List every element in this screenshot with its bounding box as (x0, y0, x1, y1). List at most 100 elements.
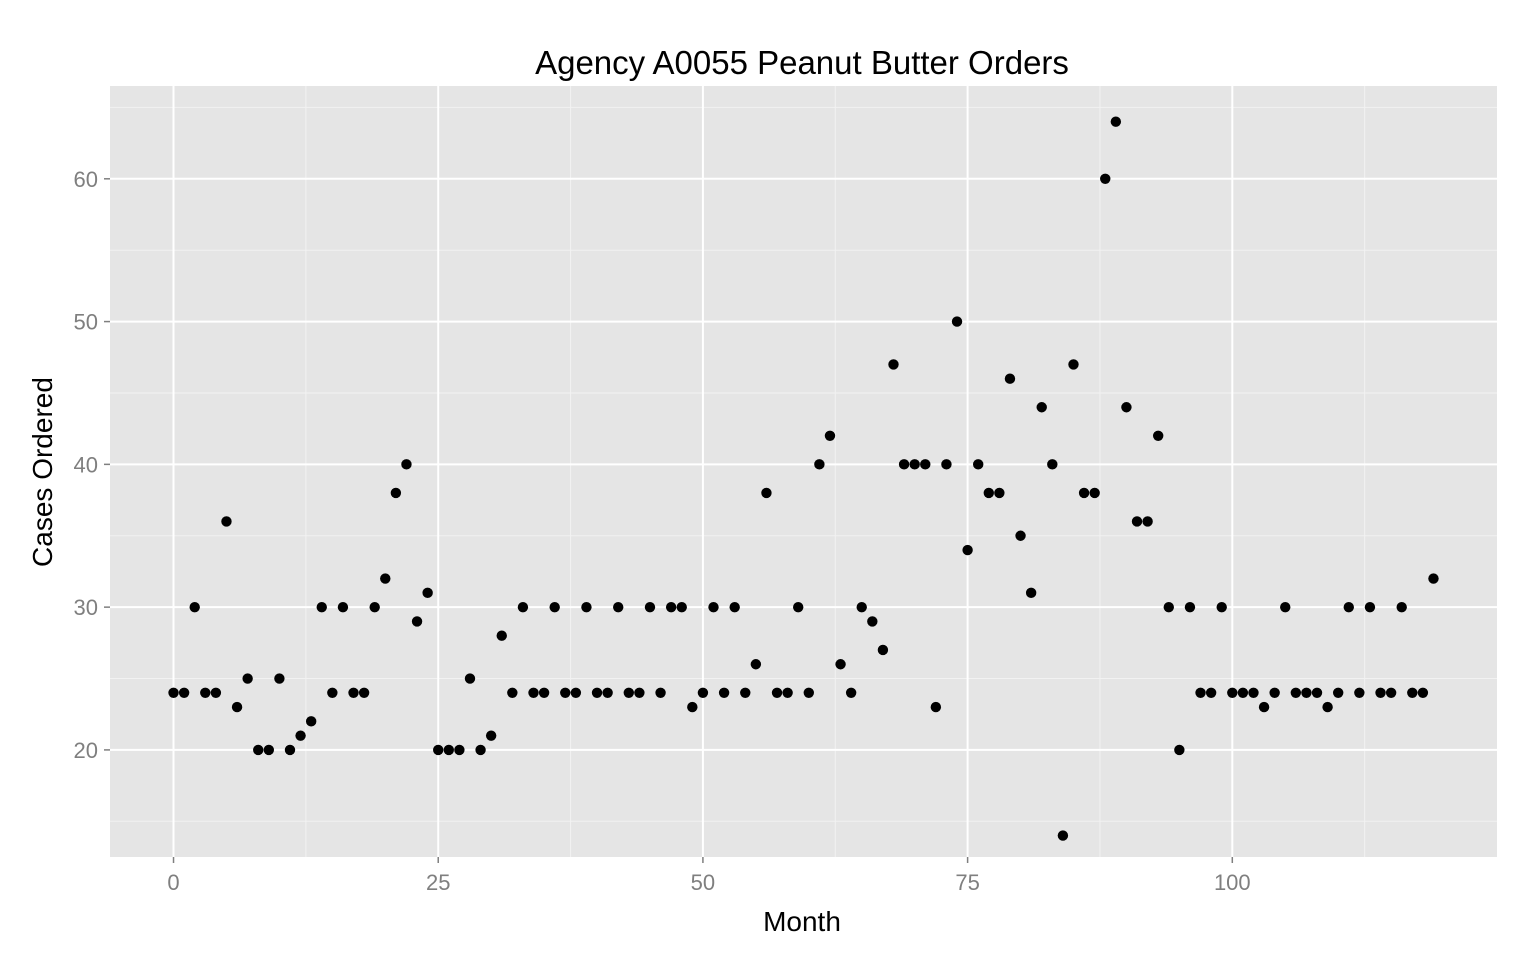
data-point (761, 487, 772, 499)
x-tick-label: 0 (167, 870, 179, 895)
data-point (930, 701, 942, 713)
data-point (729, 601, 740, 613)
data-point (676, 601, 687, 613)
x-axis-ticks: 0 25 50 75 100 (167, 857, 1251, 895)
data-point (793, 601, 804, 613)
data-point (634, 687, 645, 699)
data-point (623, 687, 635, 699)
data-point (507, 687, 518, 699)
data-point (867, 616, 878, 627)
data-point (972, 459, 984, 470)
data-point (1396, 601, 1407, 613)
data-point (1280, 601, 1291, 613)
data-point (1068, 359, 1079, 370)
data-point (1343, 601, 1354, 613)
data-point (327, 687, 338, 699)
data-point (570, 687, 582, 699)
data-point (824, 430, 836, 442)
data-point (591, 687, 603, 699)
data-point (1364, 601, 1376, 613)
data-point (1163, 601, 1174, 613)
data-point (528, 687, 539, 699)
data-point (1004, 373, 1016, 384)
data-point (1025, 587, 1037, 599)
data-points (168, 116, 1439, 841)
data-point (475, 744, 486, 756)
data-point (358, 687, 370, 699)
x-tick-label: 75 (955, 870, 979, 895)
data-point (708, 601, 719, 613)
data-point (1015, 530, 1026, 541)
data-point (1152, 430, 1164, 442)
data-point (581, 601, 592, 613)
data-point (274, 673, 285, 684)
data-point (1311, 687, 1323, 699)
y-tick-label: 40 (74, 452, 98, 477)
y-tick-label: 50 (74, 310, 98, 335)
data-point (231, 701, 243, 713)
y-axis-ticks: 20 30 40 50 60 (74, 167, 110, 763)
data-point (496, 630, 507, 641)
data-point (983, 487, 994, 499)
data-point (1036, 402, 1047, 413)
data-point (401, 459, 412, 470)
data-point (1100, 173, 1111, 185)
data-point (168, 687, 179, 699)
data-point (1290, 687, 1302, 699)
data-point (253, 744, 264, 756)
data-point (687, 701, 698, 713)
data-point (454, 744, 465, 756)
data-point (644, 601, 656, 613)
data-point (1322, 701, 1333, 713)
data-point (1047, 459, 1058, 470)
data-point (485, 730, 497, 741)
data-point (898, 459, 910, 470)
data-point (665, 601, 677, 613)
data-point (1142, 516, 1153, 527)
data-point (1385, 687, 1397, 699)
data-point (411, 616, 423, 627)
data-point (1354, 687, 1365, 699)
data-point (1110, 116, 1122, 127)
y-axis-title: Cases Ordered (27, 377, 58, 567)
data-point (994, 487, 1005, 499)
data-point (814, 459, 825, 470)
data-point (348, 687, 359, 699)
data-point (1174, 744, 1185, 756)
data-point (951, 316, 963, 327)
data-point (613, 601, 624, 613)
data-point (1407, 687, 1418, 699)
data-point (284, 744, 296, 756)
data-point (877, 644, 889, 656)
data-point (1078, 487, 1090, 499)
data-point (1227, 687, 1238, 699)
data-point (1269, 687, 1280, 699)
data-point (316, 601, 327, 613)
data-point (771, 687, 783, 699)
data-point (210, 687, 222, 699)
data-point (1332, 687, 1344, 699)
data-point (443, 744, 455, 756)
x-tick-label: 100 (1214, 870, 1251, 895)
data-point (920, 459, 931, 470)
data-point (962, 544, 973, 556)
data-point (845, 687, 857, 699)
data-point (369, 601, 380, 613)
data-point (295, 730, 306, 741)
data-point (1258, 701, 1270, 713)
data-point (178, 687, 190, 699)
data-point (337, 601, 349, 613)
data-point (835, 659, 846, 670)
data-point (740, 687, 751, 699)
data-point (242, 673, 253, 684)
data-point (1121, 402, 1132, 413)
data-point (856, 601, 867, 613)
data-point (1057, 830, 1069, 841)
data-point (718, 687, 730, 699)
data-point (464, 673, 476, 684)
data-point (697, 687, 709, 699)
data-point (1205, 687, 1217, 699)
data-point (422, 587, 433, 599)
plot-panel (110, 86, 1497, 857)
